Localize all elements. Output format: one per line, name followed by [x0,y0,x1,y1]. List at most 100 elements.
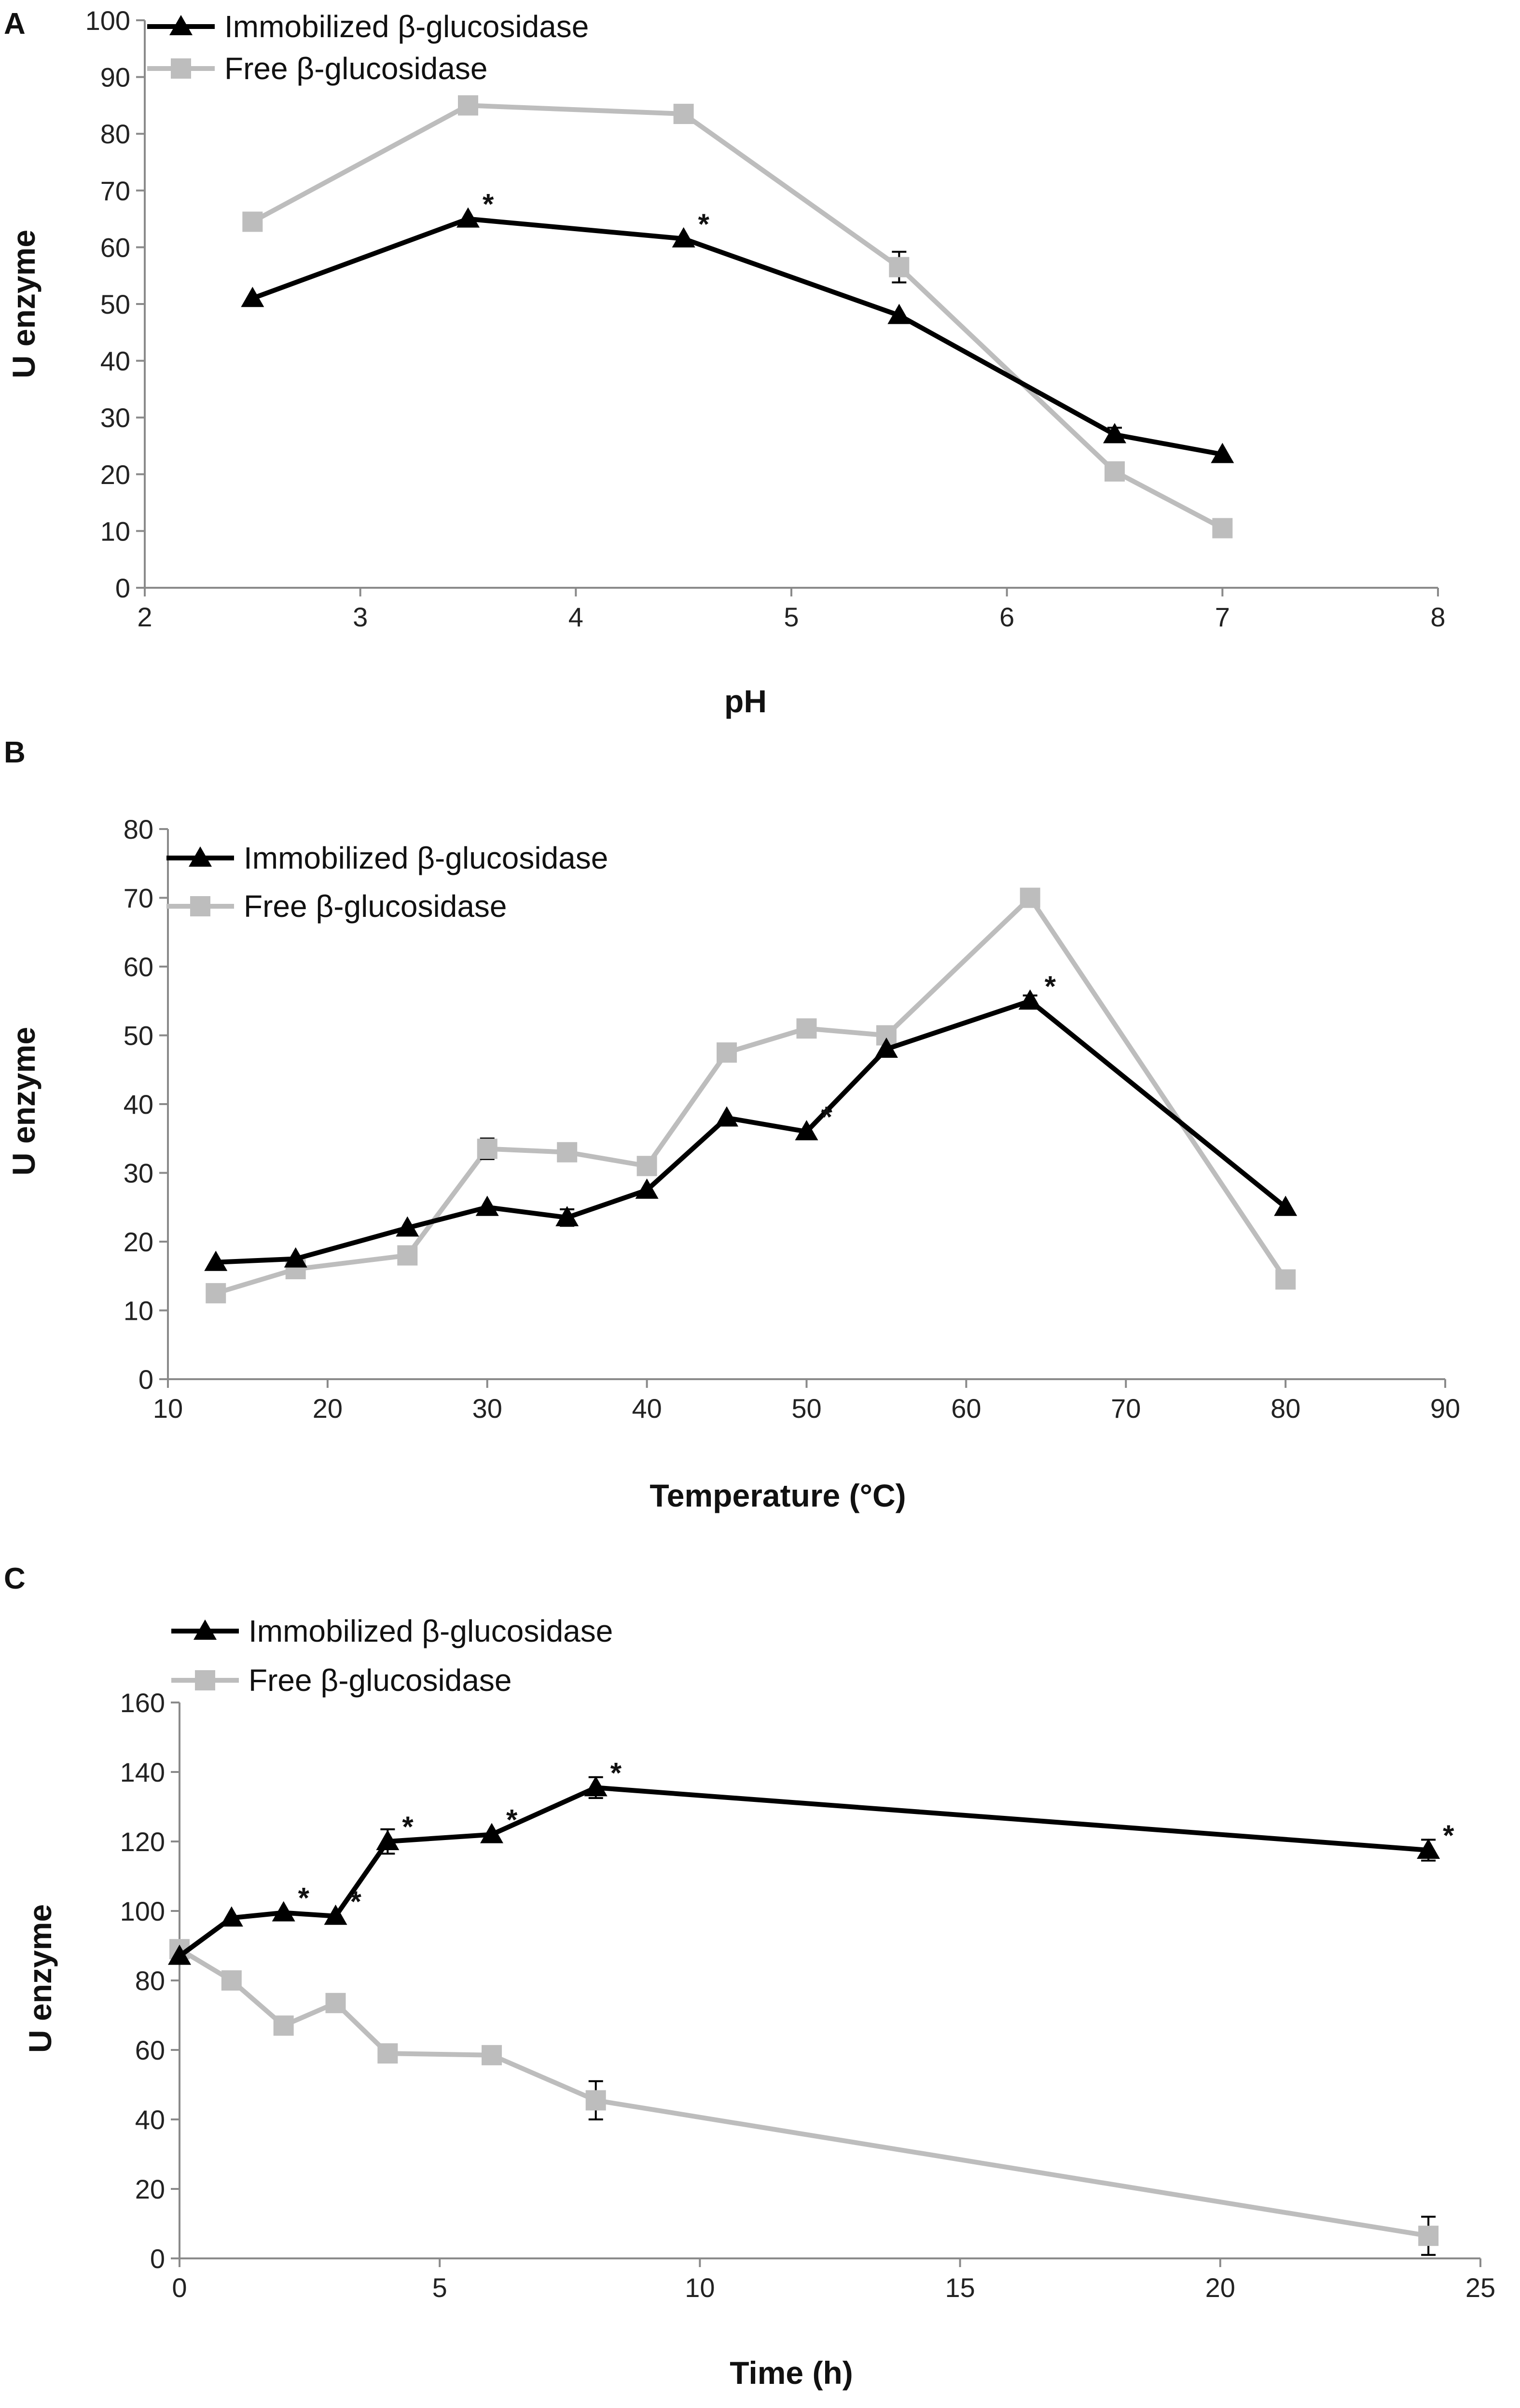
y-tick-label: 120 [120,1827,165,1857]
y-tick-label: 80 [135,1965,165,1996]
legend-label-free: Free β-glucosidase [244,889,507,924]
panel-letter: C [4,1562,26,1595]
free-data-point [1212,518,1233,539]
free-data-point [557,1142,578,1162]
chart-panel-c: C 0 20 40 60 80 100 120 140 160 0 5 10 15 20 25 Time (h)… [4,1562,1495,2391]
x-axis-title: pH [724,683,767,719]
free-data-point [1418,2226,1439,2246]
significance-asterisk: * [298,1882,310,1914]
immobilized-series-line [178,1785,1429,1958]
significance-asterisk: * [698,208,710,240]
immobilized-data-point [874,1038,898,1058]
x-tick-label: 4 [568,602,583,632]
free-data-point [636,1156,657,1176]
free-data-point [1020,887,1040,908]
y-tick-label: 90 [100,62,130,93]
immobilized-data-point [480,1823,504,1843]
y-axis-title: U enzyme [6,1027,41,1176]
y-axis-title: U enzyme [22,1904,58,2053]
y-tick-label: 60 [135,2035,165,2065]
immobilized-data-point [475,1195,499,1216]
y-tick-label: 60 [100,232,130,263]
immobilized-data-point [1417,1839,1440,1859]
x-tick-label: 90 [1430,1393,1460,1424]
immobilized-data-point [672,227,695,248]
significance-asterisk: * [610,1757,622,1789]
y-tick-label: 80 [100,119,130,149]
significance-asterisk: * [483,188,494,221]
free-data-point [482,2045,502,2065]
significance-asterisk: * [1045,970,1056,1002]
x-tick-label: 8 [1430,602,1445,632]
x-tick-label: 7 [1215,602,1230,632]
y-tick-label: 30 [100,402,130,433]
x-axis-title: Temperature (°C) [649,1478,906,1513]
y-tick-label: 30 [124,1158,153,1189]
immobilized-data-point [1018,989,1042,1010]
free-data-point [889,257,910,277]
significance-asterisk: * [1443,1819,1454,1852]
x-tick-label: 5 [784,602,799,632]
legend-label-free: Free β-glucosidase [224,51,488,86]
free-data-point [397,1245,418,1266]
free-data-point [242,211,263,232]
significance-asterisk: * [821,1101,833,1133]
y-tick-label: 40 [124,1089,153,1120]
y-tick-label: 70 [124,883,153,913]
y-tick-label: 0 [115,573,130,603]
immobilized-data-point [584,1776,608,1797]
free-data-point [477,1138,497,1159]
legend-label-free: Free β-glucosidase [249,1663,512,1698]
panel-letter: A [4,7,26,41]
free-data-point [717,1042,737,1063]
legend-label-immobilized: Immobilized β-glucosidase [249,1614,613,1648]
x-tick-label: 15 [945,2272,975,2303]
free-data-point [673,104,694,125]
immobilized-data-point [887,304,911,324]
free-data-point [206,1283,226,1303]
y-tick-label: 70 [100,176,130,206]
immobilized-data-point [272,1901,295,1922]
x-tick-label: 25 [1465,2272,1495,2303]
free-series-line [178,1947,1429,2239]
legend-label-immobilized: Immobilized β-glucosidase [244,841,608,875]
immobilized-data-point [376,1830,400,1850]
immobilized-data-point [168,1944,191,1965]
immobilized-data-point [284,1247,307,1268]
y-tick-label: 0 [138,1364,153,1395]
free-data-point [377,2043,398,2064]
y-tick-label: 20 [124,1227,153,1257]
free-series-line [251,103,1224,530]
immobilized-data-point [220,1906,243,1927]
y-tick-label: 40 [100,346,130,376]
y-tick-label: 60 [124,952,153,982]
x-tick-label: 50 [791,1393,821,1424]
significance-asterisk: * [402,1811,414,1843]
immobilized-data-point [555,1206,579,1227]
x-tick-label: 30 [472,1393,502,1424]
free-data-point [325,1993,346,2013]
y-tick-label: 20 [135,2174,165,2204]
immobilized-data-point [635,1178,659,1199]
x-tick-label: 40 [632,1393,662,1424]
y-axis-title: U enzyme [6,230,41,378]
y-tick-label: 160 [120,1688,165,1718]
legend-marker-free [171,58,191,79]
y-tick-label: 100 [85,5,130,36]
y-tick-label: 80 [124,814,153,844]
immobilized-data-point [1103,423,1126,443]
y-tick-label: 10 [100,516,130,546]
immobilized-data-point [241,287,264,307]
immobilized-data-point [396,1216,419,1237]
free-data-point [1275,1269,1296,1290]
x-tick-label: 10 [685,2272,715,2303]
free-data-point [273,2015,294,2036]
x-axis-title: Time (h) [730,2355,853,2391]
free-data-point [585,2090,606,2111]
free-series-line [215,895,1288,1296]
panel-letter: B [4,736,26,769]
immobilized-data-point [456,207,480,228]
free-data-point [1105,461,1125,482]
